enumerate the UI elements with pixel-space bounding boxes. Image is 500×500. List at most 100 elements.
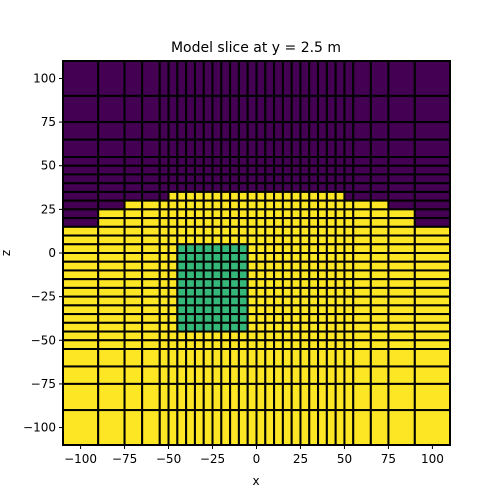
- mesh-cell: [176, 295, 188, 307]
- mesh-cell: [211, 243, 223, 254]
- mesh-cell: [299, 156, 311, 167]
- mesh-cell: [352, 243, 372, 254]
- mesh-cell: [237, 269, 249, 281]
- mesh-cell: [387, 313, 416, 324]
- mesh-cell: [97, 94, 126, 124]
- mesh-cell: [176, 339, 188, 351]
- mesh-cell: [158, 409, 170, 447]
- mesh-cell: [299, 182, 311, 193]
- mesh-cell: [308, 164, 320, 176]
- mesh-cell: [211, 313, 223, 324]
- mesh-cell: [369, 348, 390, 368]
- mesh-cell: [220, 243, 232, 254]
- mesh-cell: [334, 94, 346, 124]
- mesh-cell: [281, 190, 293, 202]
- mesh-cell: [176, 365, 188, 385]
- mesh-cell: [317, 199, 328, 211]
- mesh-cell: [141, 138, 161, 159]
- mesh-cell: [299, 321, 311, 333]
- mesh-cell: [255, 382, 267, 412]
- mesh-cell: [220, 121, 232, 141]
- mesh-cell: [167, 234, 179, 246]
- mesh-cell: [343, 269, 355, 281]
- mesh-cell: [62, 156, 100, 167]
- mesh-cell: [176, 382, 188, 412]
- mesh-cell: [299, 330, 311, 342]
- mesh-cell: [176, 243, 188, 254]
- axes-layer: −100 −75 −50 −25 0 25 50 75 100 100 75 50 25 0 −25 −50 −…: [23, 60, 451, 466]
- mesh-cell: [387, 190, 416, 202]
- mesh-cell: [308, 199, 320, 211]
- mesh-cell: [62, 269, 100, 281]
- mesh-cell: [229, 304, 240, 316]
- mesh-cell: [123, 60, 144, 97]
- mesh-cell: [317, 409, 328, 447]
- mesh-cell: [97, 138, 126, 159]
- mesh-cell: [176, 252, 188, 263]
- mesh-cell: [62, 278, 100, 289]
- mesh-cell: [193, 269, 205, 281]
- mesh-cell: [123, 348, 144, 368]
- mesh-cell: [193, 278, 205, 289]
- mesh-cell: [141, 252, 161, 263]
- mesh-cell: [229, 60, 240, 97]
- mesh-cell: [185, 382, 196, 412]
- mesh-cell: [334, 217, 346, 228]
- mesh-cell: [141, 348, 161, 368]
- mesh-cell: [237, 182, 249, 193]
- mesh-cell: [413, 286, 451, 298]
- mesh-cell: [325, 382, 337, 412]
- mesh-cell: [281, 156, 293, 167]
- mesh-cell: [387, 382, 416, 412]
- mesh-cell: [369, 94, 390, 124]
- mesh-cell: [220, 138, 232, 159]
- mesh-cell: [97, 286, 126, 298]
- mesh-cell: [325, 286, 337, 298]
- mesh-cell: [185, 252, 196, 263]
- mesh-cell: [211, 278, 223, 289]
- mesh-cell: [202, 321, 214, 333]
- mesh-cell: [158, 138, 170, 159]
- mesh-cell: [211, 295, 223, 307]
- mesh-cell: [123, 121, 144, 141]
- mesh-cell: [158, 348, 170, 368]
- mesh-cell: [413, 208, 451, 220]
- mesh-cell: [220, 225, 232, 237]
- mesh-cell: [334, 295, 346, 307]
- mesh-cell: [220, 304, 232, 316]
- mesh-cell: [281, 94, 293, 124]
- mesh-cell: [308, 252, 320, 263]
- mesh-cell: [325, 321, 337, 333]
- mesh-cell: [141, 217, 161, 228]
- mesh-cell: [299, 382, 311, 412]
- y-tick-label: 75: [41, 115, 56, 129]
- mesh-cell: [220, 382, 232, 412]
- mesh-cell: [211, 382, 223, 412]
- x-tick-label: 0: [253, 452, 261, 466]
- mesh-cell: [308, 286, 320, 298]
- mesh-cell: [290, 286, 302, 298]
- mesh-cell: [176, 121, 188, 141]
- mesh-cell: [193, 173, 205, 185]
- x-tick-label: 50: [337, 452, 352, 466]
- mesh-cell: [264, 173, 276, 185]
- mesh-cell: [273, 164, 284, 176]
- mesh-cell: [343, 173, 355, 185]
- mesh-cell: [264, 190, 276, 202]
- mesh-cell: [255, 295, 267, 307]
- mesh-cell: [290, 382, 302, 412]
- mesh-cell: [167, 217, 179, 228]
- mesh-cell: [220, 348, 232, 368]
- mesh-cell: [202, 365, 214, 385]
- mesh-cell: [255, 182, 267, 193]
- mesh-cell: [281, 365, 293, 385]
- mesh-cell: [273, 330, 284, 342]
- mesh-cell: [281, 321, 293, 333]
- mesh-cell: [255, 252, 267, 263]
- mesh-cell: [369, 208, 390, 220]
- mesh-cell: [211, 182, 223, 193]
- mesh-cell: [369, 278, 390, 289]
- mesh-cell: [413, 234, 451, 246]
- mesh-cell: [334, 182, 346, 193]
- mesh-cell: [158, 278, 170, 289]
